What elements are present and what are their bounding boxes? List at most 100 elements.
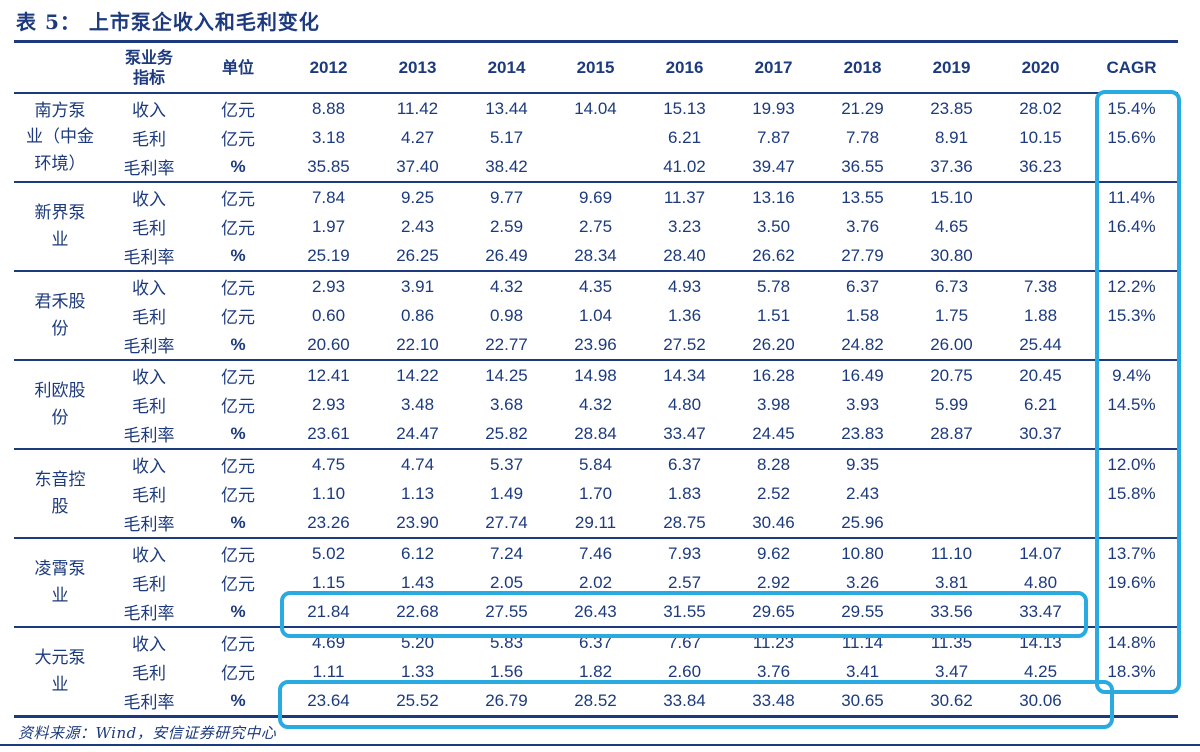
value-cell: 8.88 (311, 98, 346, 118)
unit-cell: 亿元 (221, 368, 255, 388)
value-cell (996, 449, 1085, 479)
company-name-cell: 大元泵 业 (34, 648, 86, 695)
value-cell: 3.50 (756, 216, 791, 236)
value-cell (551, 152, 640, 182)
indicator-cell: 收入 (132, 546, 166, 566)
company-group: 南方泵 业（中金 环境） 收入 亿元 8.88 11.42 13.44 14.04 15.13… (14, 93, 1178, 182)
value-cell: 30.80 (930, 245, 973, 265)
company-name-cell: 东音控 股 (34, 470, 86, 517)
unit-cell: % (230, 334, 246, 354)
value-cell: 13.44 (485, 98, 528, 118)
value-cell: 1.43 (400, 572, 435, 592)
value-cell: 30.65 (841, 690, 884, 710)
value-cell: 3.98 (756, 394, 791, 414)
value-cell (907, 479, 996, 508)
value-cell: 14.04 (574, 98, 617, 118)
unit-cell: 亿元 (221, 308, 255, 328)
indicator-cell: 毛利率 (123, 159, 175, 179)
table-row: 毛利 亿元 3.18 4.27 5.17 6.21 7.87 7.78 8.91 10.15 15.… (14, 123, 1178, 152)
cagr-cell (1085, 508, 1178, 538)
value-cell: 5.02 (311, 543, 346, 563)
value-cell: 26.00 (930, 334, 973, 354)
value-cell: 23.96 (574, 334, 617, 354)
value-cell (907, 449, 996, 479)
value-cell: 9.35 (845, 454, 880, 474)
value-cell: 0.86 (400, 305, 435, 325)
company-name-cell: 君禾股 份 (34, 292, 86, 339)
indicator-cell: 收入 (132, 368, 166, 388)
unit-cell: % (230, 156, 246, 176)
value-cell (996, 182, 1085, 212)
value-cell: 25.96 (841, 512, 884, 532)
value-cell: 8.28 (756, 454, 791, 474)
value-cell: 11.35 (930, 632, 973, 652)
value-cell: 2.43 (845, 483, 880, 503)
value-cell: 27.55 (485, 601, 528, 621)
value-cell: 9.62 (756, 543, 791, 563)
cagr-cell: 12.0% (1107, 454, 1156, 474)
value-cell: 4.65 (934, 216, 969, 236)
table-row: 君禾股 份收入 亿元 2.93 3.91 4.32 4.35 4.93 5.78 6.37 6.7… (14, 271, 1178, 339)
indicator-cell: 毛利 (132, 397, 166, 417)
table-row: 毛利 亿元 0.60 0.86 0.98 1.04 1.36 1.51 1.58 1.75 1.88… (14, 301, 1178, 330)
value-cell: 4.27 (400, 127, 435, 147)
value-cell: 25.82 (485, 423, 528, 443)
table-row: 毛利率% 20.60 22.10 22.77 23.96 27.52 26.20 24.82 2… (14, 330, 1178, 360)
value-cell: 1.04 (578, 305, 613, 325)
cagr-cell (1085, 419, 1178, 449)
cagr-cell: 15.3% (1107, 305, 1156, 325)
value-cell: 26.20 (752, 334, 795, 354)
table-row: 新界泵 业收入 亿元 7.84 9.25 9.77 9.69 11.37 13.16 13.55… (14, 182, 1178, 250)
value-cell: 24.47 (396, 423, 439, 443)
unit-cell: 亿元 (221, 130, 255, 150)
value-cell: 25.19 (307, 245, 350, 265)
value-cell: 30.06 (1019, 690, 1062, 710)
table-row: 利欧股 份收入 亿元 12.41 14.22 14.25 14.98 14.34 16.28 1… (14, 360, 1178, 428)
value-cell: 20.45 (1019, 365, 1062, 385)
value-cell (996, 241, 1085, 271)
value-cell: 39.47 (752, 156, 795, 176)
cagr-cell (1085, 686, 1178, 717)
value-cell: 28.75 (663, 512, 706, 532)
company-group: 凌霄泵 业收入 亿元 5.02 6.12 7.24 7.46 7.93 9.62 10.80 11… (14, 538, 1178, 627)
value-cell: 14.34 (663, 365, 706, 385)
value-cell: 33.84 (663, 690, 706, 710)
value-cell: 26.43 (574, 601, 617, 621)
value-cell: 38.42 (485, 156, 528, 176)
value-cell: 13.55 (841, 187, 884, 207)
value-cell: 23.85 (930, 98, 973, 118)
value-cell: 24.45 (752, 423, 795, 443)
value-cell: 11.37 (663, 187, 706, 207)
value-cell: 29.55 (841, 601, 884, 621)
value-cell (996, 212, 1085, 241)
cagr-cell: 15.4% (1107, 98, 1156, 118)
unit-cell: % (230, 690, 246, 710)
value-cell: 3.18 (311, 127, 346, 147)
value-cell: 30.46 (752, 512, 795, 532)
value-cell: 1.49 (489, 483, 524, 503)
value-cell: 3.76 (845, 216, 880, 236)
value-cell: 27.74 (485, 512, 528, 532)
indicator-cell: 毛利率 (123, 248, 175, 268)
value-cell: 3.41 (845, 661, 880, 681)
unit-cell: 亿元 (221, 219, 255, 239)
indicator-cell: 毛利率 (123, 515, 175, 535)
value-cell: 3.68 (489, 394, 524, 414)
value-cell: 20.75 (930, 365, 973, 385)
value-cell: 1.10 (311, 483, 346, 503)
company-group: 君禾股 份收入 亿元 2.93 3.91 4.32 4.35 4.93 5.78 6.37 6.7… (14, 271, 1178, 360)
value-cell: 3.76 (756, 661, 791, 681)
value-cell: 28.52 (574, 690, 617, 710)
value-cell: 5.20 (400, 632, 435, 652)
value-cell: 1.82 (578, 661, 613, 681)
value-cell: 2.52 (756, 483, 791, 503)
value-cell: 5.17 (489, 127, 524, 147)
year-column-header: 2014 (462, 41, 551, 94)
value-cell: 4.80 (1023, 572, 1058, 592)
value-cell: 19.93 (752, 98, 795, 118)
value-cell: 27.52 (663, 334, 706, 354)
indicator-cell: 收入 (132, 457, 166, 477)
table-row: 毛利率% 25.19 26.25 26.49 28.34 28.40 26.62 27.79 3… (14, 241, 1178, 271)
unit-cell: 亿元 (221, 575, 255, 595)
header-row: 泵业务 指标 单位 2012 2013 2014 2015 2016 2017 2018 2019… (14, 41, 1178, 94)
